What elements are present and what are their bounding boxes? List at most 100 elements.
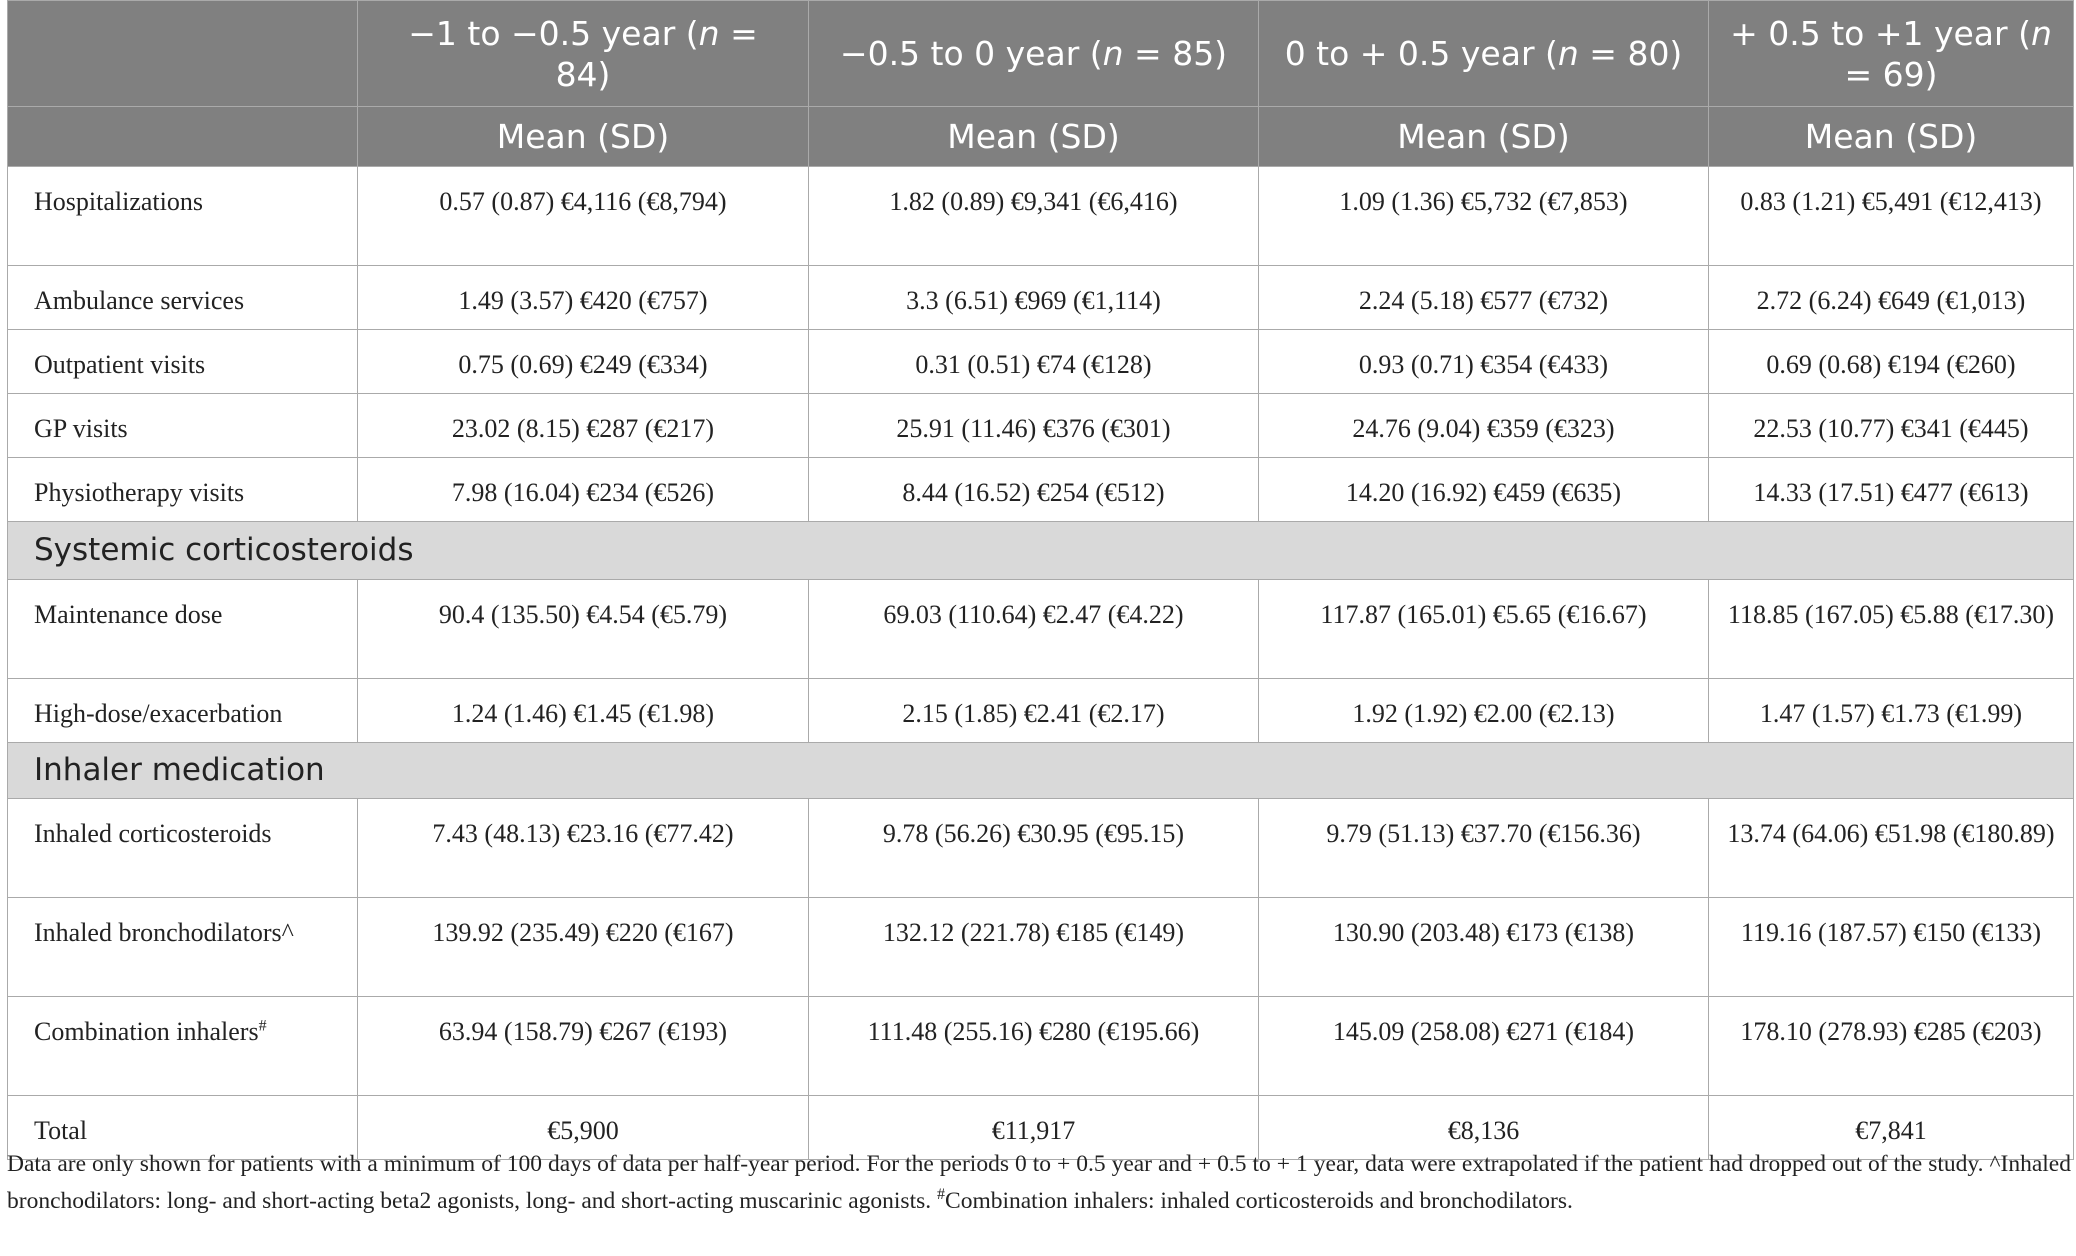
row-label: High-dose/exacerbation: [7, 678, 358, 743]
column-heading: −1 to −0.5 year (n = 84): [357, 0, 809, 107]
row-label-text: GP visits: [34, 414, 128, 443]
row-label-text: High-dose/exacerbation: [34, 699, 283, 728]
cell: €7,841: [1708, 1095, 2074, 1160]
cell: 14.33 (17.51) €477 (€613): [1708, 457, 2074, 522]
cell: 9.79 (51.13) €37.70 (€156.36): [1258, 798, 1709, 898]
cell: 90.4 (135.50) €4.54 (€5.79): [357, 579, 809, 679]
section-row: Inhaler medication: [7, 742, 2074, 799]
heading-part: −1 to −0.5 year (: [408, 13, 699, 53]
heading-part: −0.5 to 0 year (: [839, 34, 1103, 73]
cell: 0.75 (0.69) €249 (€334): [357, 329, 809, 394]
cell: 25.91 (11.46) €376 (€301): [808, 393, 1259, 458]
row-label-text: Physiotherapy visits: [34, 478, 245, 507]
cell: 111.48 (255.16) €280 (€195.66): [808, 996, 1259, 1096]
data-row: Physiotherapy visits 7.98 (16.04) €234 (€…: [7, 457, 2074, 522]
corner-cell: [7, 106, 358, 167]
corner-cell: [7, 0, 358, 107]
column-subheading: Mean (SD): [1708, 106, 2074, 167]
row-label: Inhaled bronchodilators^: [7, 897, 358, 997]
cell: 2.72 (6.24) €649 (€1,013): [1708, 265, 2074, 330]
data-row: Inhaled corticosteroids 7.43 (48.13) €23.…: [7, 798, 2074, 898]
footnote-text: Combination inhalers: inhaled corticoste…: [945, 1188, 1573, 1214]
heading-part: + 0.5 to +1 year (: [1730, 13, 2031, 53]
data-row: Outpatient visits 0.75 (0.69) €249 (€334)…: [7, 329, 2074, 394]
column-subheading: Mean (SD): [1258, 106, 1709, 167]
data-row: Ambulance services 1.49 (3.57) €420 (€757…: [7, 265, 2074, 330]
row-label: Outpatient visits: [7, 329, 358, 394]
data-row: Inhaled bronchodilators^ 139.92 (235.49) …: [7, 897, 2074, 997]
cell: 7.98 (16.04) €234 (€526): [357, 457, 809, 522]
row-label-text: Combination inhalers: [34, 1017, 259, 1046]
table-body: Hospitalizations 0.57 (0.87) €4,116 (€8,7…: [7, 166, 2074, 1160]
cell: 130.90 (203.48) €173 (€138): [1258, 897, 1709, 997]
row-label: Total: [7, 1095, 358, 1160]
cell: 132.12 (221.78) €185 (€149): [808, 897, 1259, 997]
data-row: High-dose/exacerbation 1.24 (1.46) €1.45 …: [7, 678, 2074, 743]
row-label: Inhaled corticosteroids: [7, 798, 358, 898]
cell: 23.02 (8.15) €287 (€217): [357, 393, 809, 458]
cell: 1.09 (1.36) €5,732 (€7,853): [1258, 166, 1709, 266]
column-heading: + 0.5 to +1 year (n = 69): [1708, 0, 2074, 107]
cell: 14.20 (16.92) €459 (€635): [1258, 457, 1709, 522]
cell: 145.09 (258.08) €271 (€184): [1258, 996, 1709, 1096]
heading-part: = 84): [555, 13, 758, 94]
row-label-text: Inhaled corticosteroids: [34, 819, 272, 848]
heading-part: = 69): [1844, 54, 1938, 94]
subheader-row: Mean (SD) Mean (SD) Mean (SD) Mean (SD): [7, 106, 2074, 167]
row-label: Physiotherapy visits: [7, 457, 358, 522]
cell: 7.43 (48.13) €23.16 (€77.42): [357, 798, 809, 898]
data-row: Combination inhalers# 63.94 (158.79) €267…: [7, 996, 2074, 1096]
cell: 178.10 (278.93) €285 (€203): [1708, 996, 2074, 1096]
cell: 69.03 (110.64) €2.47 (€4.22): [808, 579, 1259, 679]
row-label: Hospitalizations: [7, 166, 358, 266]
cell: €8,136: [1258, 1095, 1709, 1160]
data-table: −1 to −0.5 year (n = 84) −0.5 to 0 year (…: [7, 0, 2074, 1160]
cell: 3.3 (6.51) €969 (€1,114): [808, 265, 1259, 330]
cell: 24.76 (9.04) €359 (€323): [1258, 393, 1709, 458]
row-label-text: Outpatient visits: [34, 350, 206, 379]
column-heading: −0.5 to 0 year (n = 85): [808, 0, 1259, 107]
cell: 1.47 (1.57) €1.73 (€1.99): [1708, 678, 2074, 743]
row-label-text: Total: [34, 1116, 88, 1145]
row-label: Maintenance dose: [7, 579, 358, 679]
section-label: Systemic corticosteroids: [7, 521, 2074, 580]
cell: 13.74 (64.06) €51.98 (€180.89): [1708, 798, 2074, 898]
footnote-mark: #: [258, 1017, 267, 1035]
column-subheading: Mean (SD): [357, 106, 809, 167]
cell: 0.31 (0.51) €74 (€128): [808, 329, 1259, 394]
column-subheading: Mean (SD): [808, 106, 1259, 167]
footnote-text: Data are only shown for patients with a …: [7, 1151, 2071, 1214]
cell: 1.49 (3.57) €420 (€757): [357, 265, 809, 330]
data-row: Hospitalizations 0.57 (0.87) €4,116 (€8,7…: [7, 166, 2074, 266]
cell: 9.78 (56.26) €30.95 (€95.15): [808, 798, 1259, 898]
column-heading: 0 to + 0.5 year (n = 80): [1258, 0, 1709, 107]
footnote: Data are only shown for patients with a …: [7, 1146, 2071, 1220]
section-row: Systemic corticosteroids: [7, 521, 2074, 580]
row-label-text: Ambulance services: [34, 286, 245, 315]
cell: 1.24 (1.46) €1.45 (€1.98): [357, 678, 809, 743]
cell: 118.85 (167.05) €5.88 (€17.30): [1708, 579, 2074, 679]
cell: 0.83 (1.21) €5,491 (€12,413): [1708, 166, 2074, 266]
data-row: Maintenance dose 90.4 (135.50) €4.54 (€5.…: [7, 579, 2074, 679]
cell: €11,917: [808, 1095, 1259, 1160]
cell: 139.92 (235.49) €220 (€167): [357, 897, 809, 997]
row-label-text: Maintenance dose: [34, 600, 223, 629]
heading-part: n: [1557, 34, 1579, 73]
cell: 2.15 (1.85) €2.41 (€2.17): [808, 678, 1259, 743]
heading-part: 0 to + 0.5 year (: [1284, 34, 1558, 73]
cell: 0.57 (0.87) €4,116 (€8,794): [357, 166, 809, 266]
cell: 1.82 (0.89) €9,341 (€6,416): [808, 166, 1259, 266]
row-label: Ambulance services: [7, 265, 358, 330]
row-label: GP visits: [7, 393, 358, 458]
data-row: Total €5,900 €11,917 €8,136 €7,841: [7, 1095, 2074, 1160]
header-row: −1 to −0.5 year (n = 84) −0.5 to 0 year (…: [7, 0, 2074, 107]
cell: 1.92 (1.92) €2.00 (€2.13): [1258, 678, 1709, 743]
cell: 63.94 (158.79) €267 (€193): [357, 996, 809, 1096]
footnote-mark: #: [937, 1186, 946, 1204]
section-label: Inhaler medication: [7, 742, 2074, 799]
heading-part: = 80): [1578, 34, 1683, 73]
cell: 8.44 (16.52) €254 (€512): [808, 457, 1259, 522]
cell: 22.53 (10.77) €341 (€445): [1708, 393, 2074, 458]
heading-part: = 85): [1123, 34, 1228, 73]
cell: 117.87 (165.01) €5.65 (€16.67): [1258, 579, 1709, 679]
